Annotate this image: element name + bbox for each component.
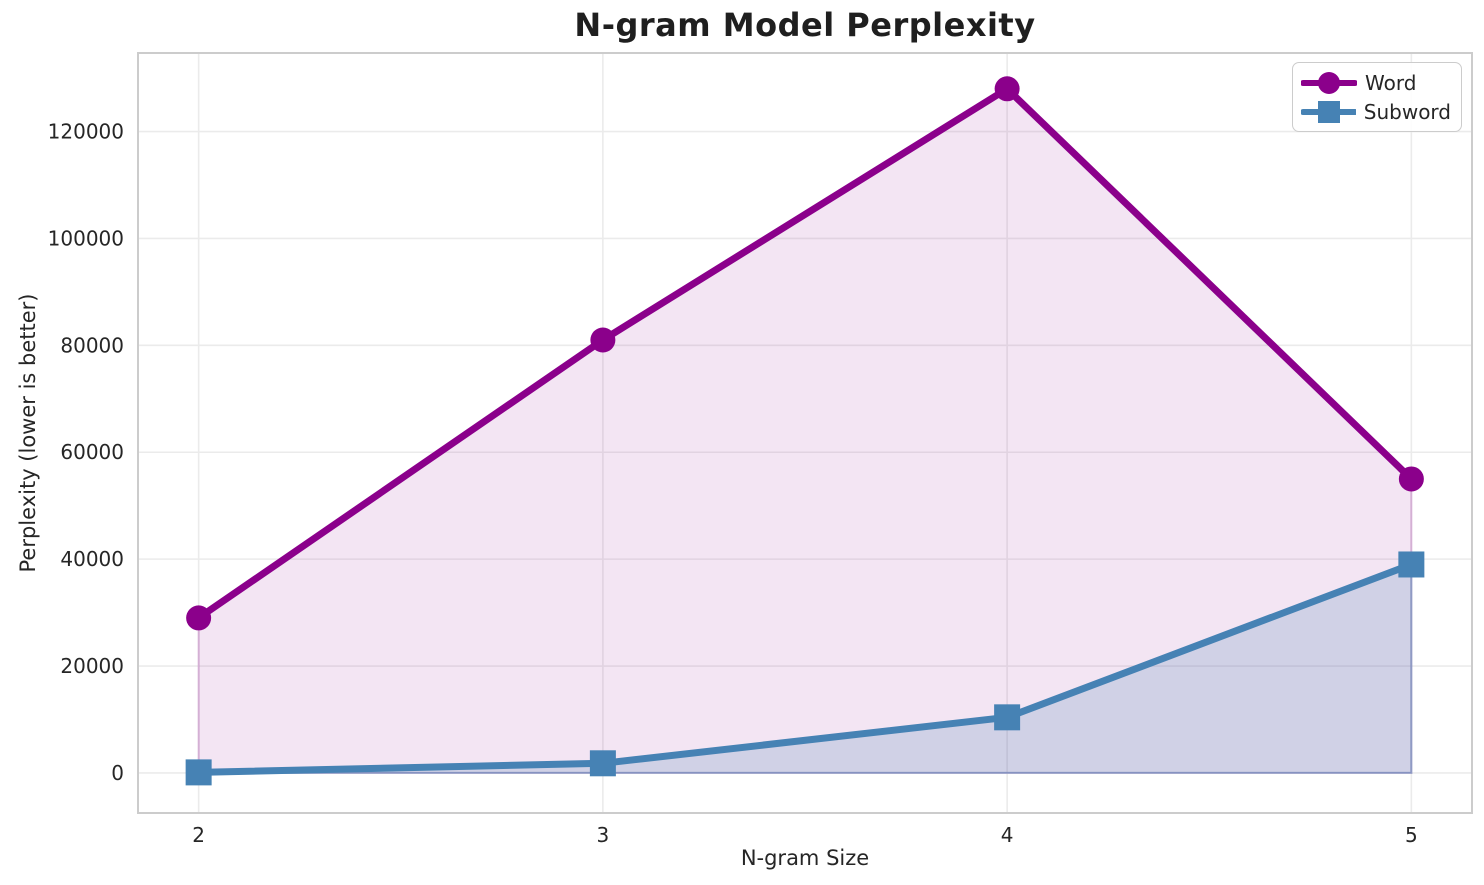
y-tick-label: 80000 [60,333,124,357]
subword-data-point [589,750,616,777]
legend-item-subword: Subword [1301,97,1451,126]
plot-border [137,52,1473,814]
word-legend-marker-icon [1301,71,1357,94]
x-tick-label: 4 [1001,823,1014,847]
word-data-point [590,327,616,353]
legend-circle-marker [1318,71,1340,94]
y-tick-label: 20000 [60,654,124,678]
legend-item-word: Word [1301,68,1451,97]
y-tick-label: 0 [111,761,124,785]
x-tick-label: 2 [192,823,205,847]
word-series-line [195,85,1415,622]
word-data-point [186,605,212,631]
y-tick-label: 100000 [48,226,124,250]
subword-legend-marker-icon [1301,100,1356,123]
y-tick-label: 120000 [48,120,124,144]
subword-data-point [1398,551,1425,578]
subword-series-line [195,560,1415,776]
chart-title: N-gram Model Perplexity [574,6,1036,44]
x-tick-label: 5 [1405,823,1418,847]
subword-data-point [185,759,212,786]
word-data-point [1398,466,1424,492]
x-tick-label: 3 [597,823,610,847]
legend-label-word: Word [1365,70,1417,95]
y-tick-label: 60000 [60,440,124,464]
legend-square-marker [1318,100,1340,123]
legend: Word Subword [1292,62,1462,132]
y-tick-label: 40000 [60,547,124,571]
legend-label-subword: Subword [1363,99,1451,124]
x-axis-label: N-gram Size [740,846,870,870]
word-data-point [994,76,1020,102]
subword-data-point [994,704,1021,731]
